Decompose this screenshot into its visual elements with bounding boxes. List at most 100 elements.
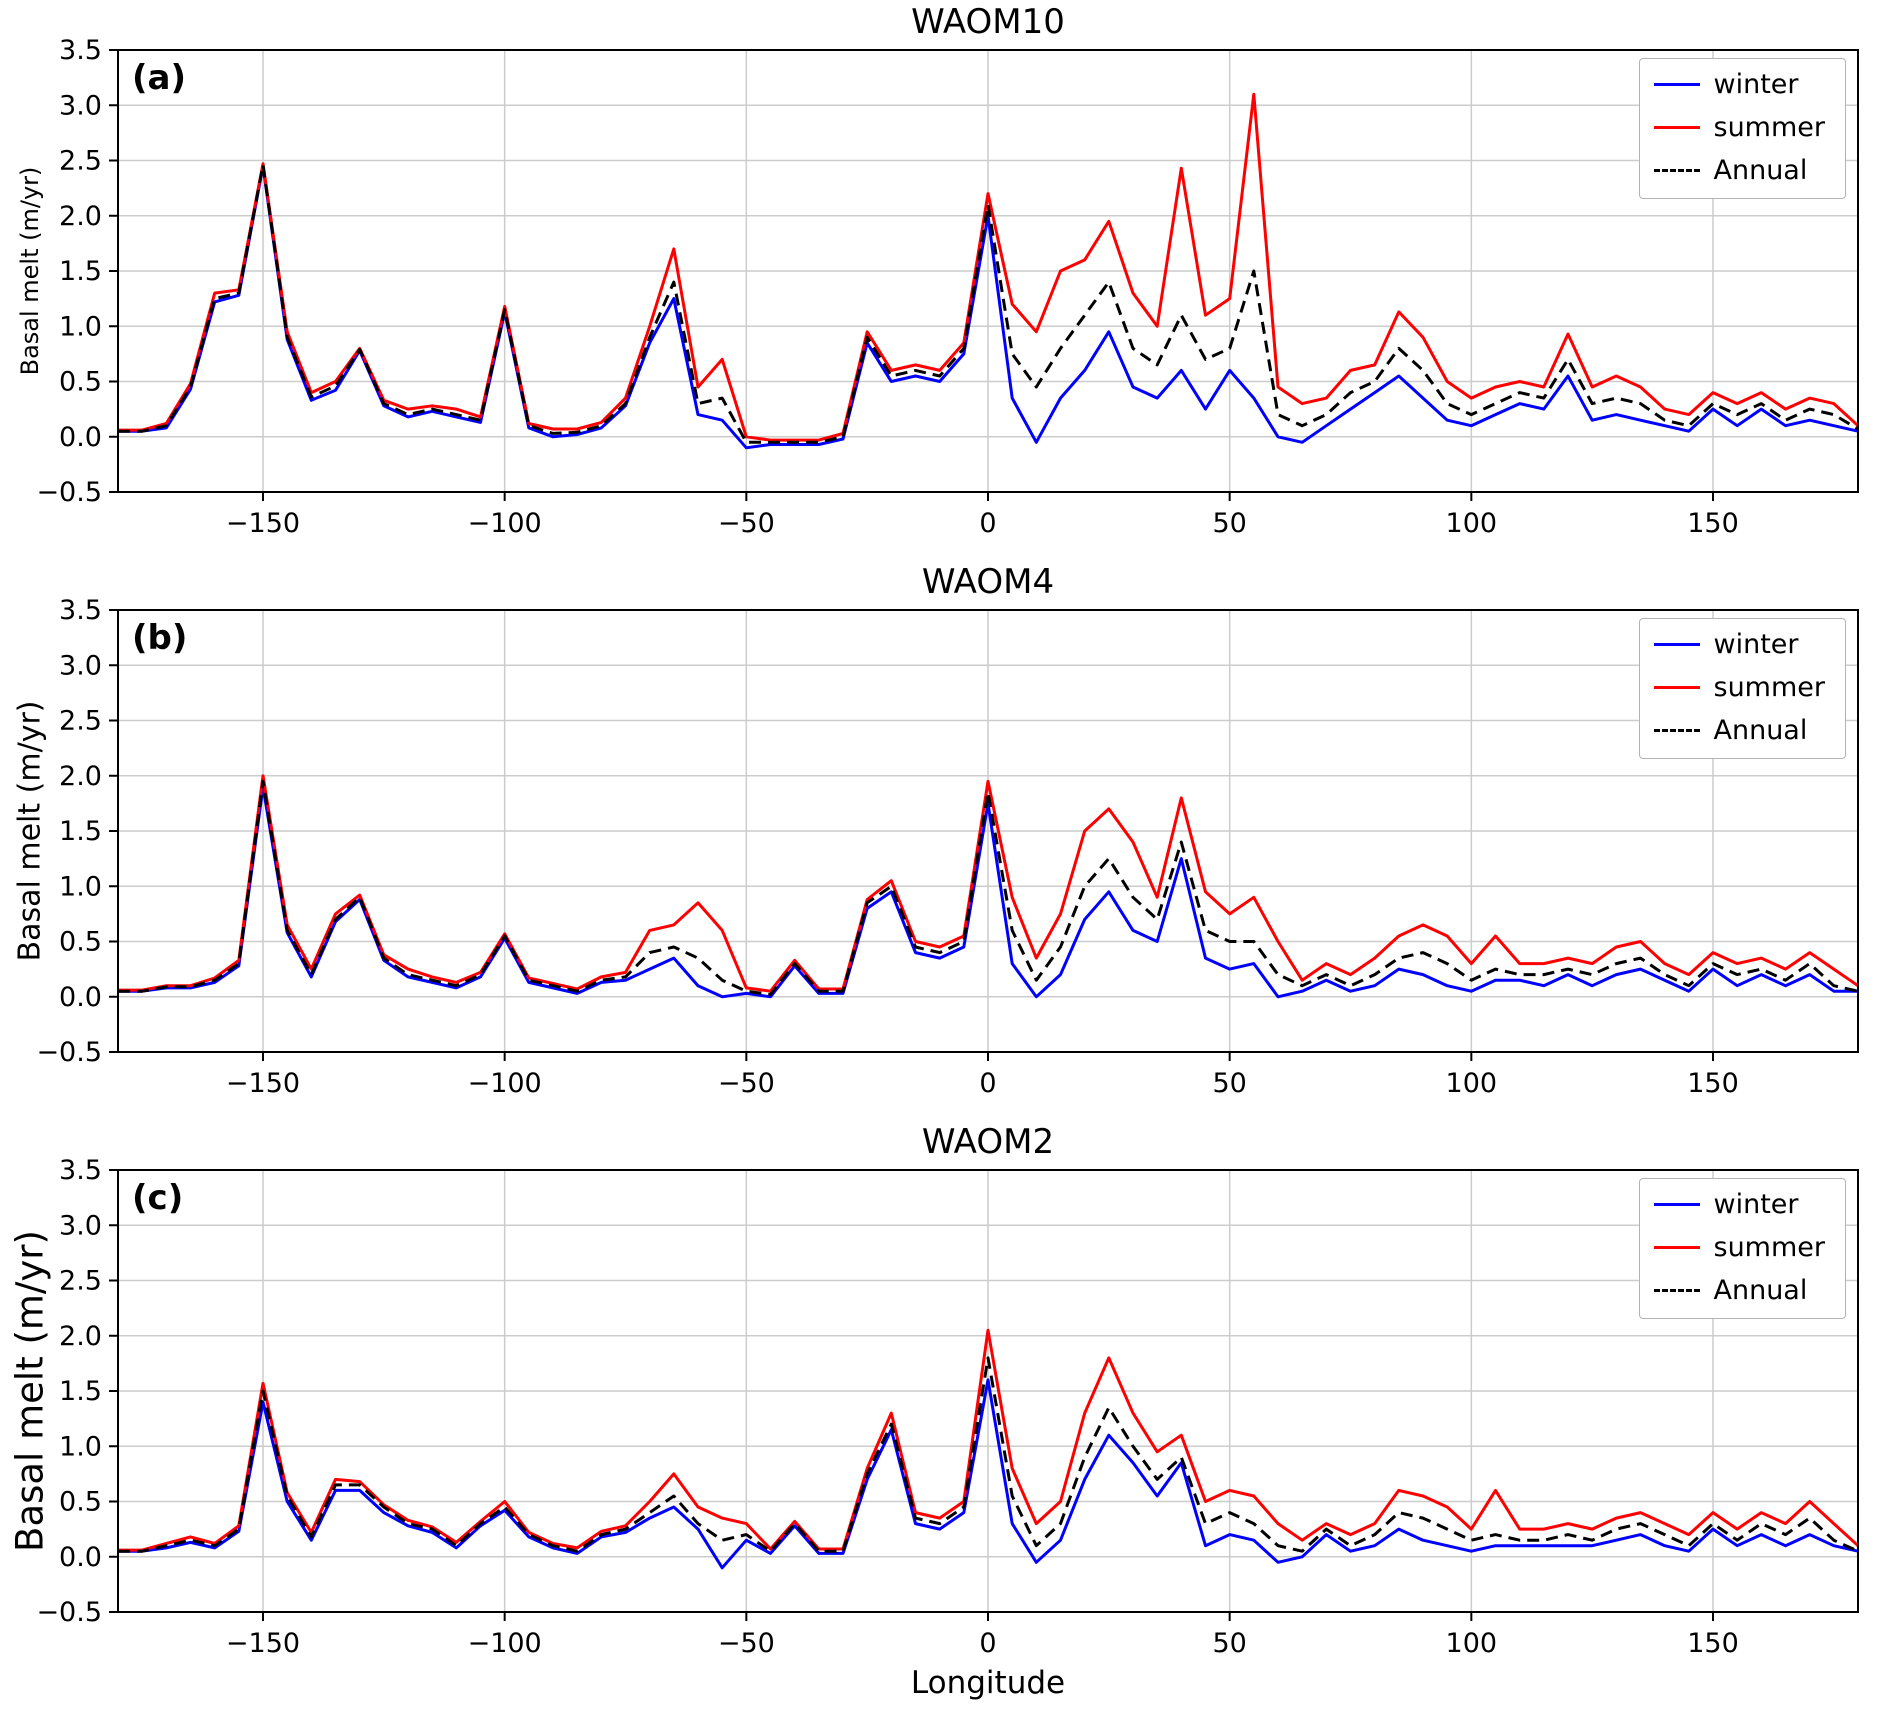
legend-entry-winter: winter [1653, 1189, 1826, 1220]
panel-c-title: WAOM2 [921, 1122, 1055, 1162]
panel-b: −150 −100 −50 0 50 100 150 −0.5 0.0 0.5 1.0 1.5 2.0 2… [0, 560, 1892, 1120]
y-tick-label: 1.5 [59, 256, 102, 287]
winter-line-swatch [1653, 1203, 1700, 1206]
legend-entry-summer: summer [1653, 1232, 1826, 1263]
annual-line-swatch [1653, 729, 1700, 732]
winter-line-swatch [1653, 643, 1700, 646]
panel-b-ylabel: Basal melt (m/yr) [12, 700, 48, 962]
y-tick-label: 2.0 [59, 1321, 102, 1352]
y-tick-label: 3.0 [59, 650, 102, 681]
x-tick-label: −100 [468, 508, 542, 539]
legend-label-summer: summer [1713, 1232, 1826, 1263]
y-tick-label: 0.0 [59, 422, 102, 453]
y-tick-label: 1.5 [59, 1376, 102, 1407]
y-tick-label: 2.5 [59, 1266, 102, 1297]
x-tick-label: −50 [718, 508, 775, 539]
y-tick-label: 2.5 [59, 146, 102, 177]
x-tick-label: 150 [1687, 1068, 1739, 1099]
x-tick-label: 50 [1212, 1628, 1246, 1659]
y-tick-label: −0.5 [36, 1597, 102, 1628]
y-tick-label: 3.0 [59, 90, 102, 121]
y-tick-label: 2.0 [59, 761, 102, 792]
legend-label-summer: summer [1713, 112, 1826, 143]
x-tick-label: 100 [1446, 508, 1498, 539]
x-tick-label: 150 [1687, 1628, 1739, 1659]
legend-entry-annual: Annual [1653, 155, 1826, 186]
x-tick-label: 150 [1687, 508, 1739, 539]
x-tick-label: −150 [226, 1068, 300, 1099]
x-tick-label: −50 [718, 1628, 775, 1659]
panel-c-plot: −150 −100 −50 0 50 100 150 −0.5 0.0 0.5 1.0 1.5 2.0 2… [36, 1155, 1860, 1659]
series-line-summer [118, 92, 1860, 442]
y-tick-label: −0.5 [36, 477, 102, 508]
y-tick-label: 0.0 [59, 982, 102, 1013]
y-tick-label: 0.5 [59, 927, 102, 958]
panel-c: −150 −100 −50 0 50 100 150 −0.5 0.0 0.5 1.0 1.5 2.0 2… [0, 1120, 1892, 1720]
legend-label-summer: summer [1713, 672, 1826, 703]
panel-c-legend: winter summer Annual [1638, 1178, 1846, 1319]
x-tick-label: 50 [1212, 1068, 1246, 1099]
legend-label-annual: Annual [1713, 155, 1808, 186]
x-tick-label: 50 [1212, 508, 1246, 539]
panel-a-letter: (a) [132, 58, 187, 98]
panel-c-ylabel: Basal melt (m/yr) [8, 1230, 52, 1552]
y-tick-label: 3.0 [59, 1210, 102, 1241]
series-line-winter [118, 164, 1859, 450]
series-line-winter [118, 1378, 1859, 1570]
x-tick-label: 100 [1446, 1628, 1498, 1659]
legend-entry-winter: winter [1653, 629, 1826, 660]
y-tick-label: 0.5 [59, 1487, 102, 1518]
y-tick-label: 1.0 [59, 1431, 102, 1462]
legend-entry-annual: Annual [1653, 715, 1826, 746]
panel-a-title: WAOM10 [911, 2, 1065, 42]
series-line-summer [118, 774, 1859, 993]
annual-line-swatch [1653, 169, 1700, 172]
legend-label-annual: Annual [1713, 1275, 1808, 1306]
legend-entry-summer: summer [1653, 112, 1826, 143]
series-line-winter [118, 785, 1858, 999]
x-tick-label: −150 [226, 508, 300, 539]
legend-entry-annual: Annual [1653, 1275, 1826, 1306]
legend-entry-summer: summer [1653, 672, 1826, 703]
legend-label-winter: winter [1713, 629, 1799, 660]
y-tick-label: 3.5 [59, 35, 102, 66]
panel-b-title: WAOM4 [921, 562, 1055, 602]
panel-a: −150 −100 −50 0 50 100 150 −0.5 0.0 0.5 1.0 1.5 2.0 2… [0, 0, 1892, 560]
summer-line-swatch [1653, 1246, 1700, 1249]
y-tick-label: 2.0 [59, 201, 102, 232]
x-tick-label: 0 [979, 1068, 996, 1099]
legend-label-winter: winter [1713, 1189, 1799, 1220]
x-tick-label: 100 [1446, 1068, 1498, 1099]
y-tick-label: 2.5 [59, 706, 102, 737]
legend-label-winter: winter [1713, 69, 1799, 100]
winter-line-swatch [1653, 83, 1700, 86]
panel-b-plot: −150 −100 −50 0 50 100 150 −0.5 0.0 0.5 1.0 1.5 2.0 2… [36, 595, 1859, 1099]
y-tick-label: 0.0 [59, 1542, 102, 1573]
panel-b-letter: (b) [132, 618, 188, 658]
series-line-annual [118, 1356, 1859, 1553]
x-tick-label: −150 [226, 1628, 300, 1659]
x-tick-label: 0 [979, 508, 996, 539]
y-tick-label: 1.5 [59, 816, 102, 847]
y-tick-label: −0.5 [36, 1037, 102, 1068]
panel-a-legend: winter summer Annual [1638, 58, 1846, 199]
summer-line-swatch [1653, 126, 1700, 129]
y-tick-label: 0.5 [59, 367, 102, 398]
panel-c-letter: (c) [132, 1178, 184, 1218]
panel-a-ylabel: Basal melt (m/yr) [16, 166, 44, 376]
x-tick-label: −100 [468, 1068, 542, 1099]
panel-a-plot: −150 −100 −50 0 50 100 150 −0.5 0.0 0.5 1.0 1.5 2.0 2… [36, 35, 1860, 539]
y-tick-label: 1.0 [59, 871, 102, 902]
summer-line-swatch [1653, 686, 1700, 689]
x-axis-label: Longitude [910, 1665, 1066, 1701]
y-tick-label: 3.5 [59, 1155, 102, 1186]
x-tick-label: −50 [718, 1068, 775, 1099]
legend-label-annual: Annual [1713, 715, 1808, 746]
annual-line-swatch [1653, 1289, 1700, 1292]
series-line-summer [118, 1328, 1860, 1552]
y-tick-label: 1.0 [59, 311, 102, 342]
x-tick-label: −100 [468, 1628, 542, 1659]
y-tick-label: 3.5 [59, 595, 102, 626]
legend-entry-winter: winter [1653, 69, 1826, 100]
